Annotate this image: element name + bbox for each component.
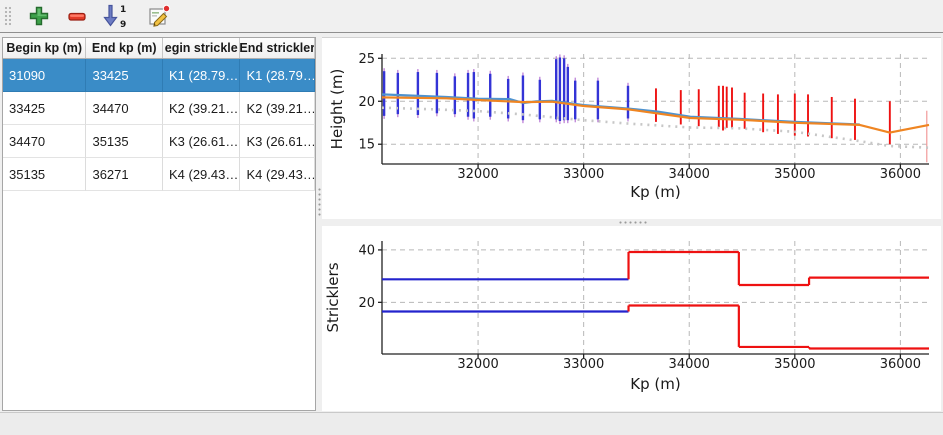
column-header[interactable]: End kp (m) — [86, 38, 163, 58]
remove-button[interactable] — [63, 2, 91, 30]
svg-text:35000: 35000 — [774, 167, 815, 182]
svg-text:36000: 36000 — [880, 167, 921, 182]
table-cell: K4 (29.43… — [162, 158, 241, 191]
svg-text:9: 9 — [120, 20, 126, 29]
water-line-orange — [381, 96, 930, 134]
table-row[interactable]: 35135 36271 K4 (29.43… K4 (29.43… — [3, 158, 315, 191]
table-cell: 34470 — [3, 125, 87, 158]
table-cell: 35135 — [3, 158, 87, 191]
svg-text:34000: 34000 — [669, 167, 710, 182]
svg-text:Stricklers: Stricklers — [324, 262, 342, 332]
table-cell: 31090 — [3, 59, 87, 92]
stricklers-chart: 32000 33000 34000 35000 36000 20 40 Kp (m) Stric… — [324, 241, 929, 393]
svg-text:1: 1 — [120, 5, 126, 15]
sort-button[interactable]: 1 9 — [101, 2, 135, 30]
table-cell: 36271 — [86, 158, 163, 191]
table-body: 31090 33425 K1 (28.79… K1 (28.79… 33425 34470… — [3, 59, 315, 191]
zones-table-panel: Begin kp (m) End kp (m) egin strickle End s… — [2, 37, 316, 411]
edit-button[interactable] — [145, 2, 173, 30]
table-header-row: Begin kp (m) End kp (m) egin strickle End s… — [3, 38, 315, 59]
table-cell: K1 (28.79… — [162, 59, 241, 92]
svg-text:35000: 35000 — [774, 357, 815, 372]
svg-text:15: 15 — [358, 138, 375, 153]
table-cell: K3 (26.61… — [240, 125, 315, 158]
svg-text:Kp (m): Kp (m) — [630, 183, 680, 201]
splitter-handle-icon — [317, 187, 322, 217]
table-cell: 33425 — [3, 92, 87, 125]
sort-1-9-icon: 1 9 — [103, 4, 126, 29]
minus-icon — [68, 12, 86, 21]
svg-text:34000: 34000 — [669, 357, 710, 372]
plus-icon — [29, 6, 49, 26]
svg-text:20: 20 — [358, 95, 375, 110]
table-cell: 33425 — [86, 59, 163, 92]
table-cell: K2 (39.21… — [162, 92, 241, 125]
height-chart: 32000 33000 34000 35000 36000 15 20 25 Kp (m) Hei… — [328, 52, 930, 201]
table-cell: K2 (39.21… — [240, 92, 315, 125]
table-row[interactable]: 34470 35135 K3 (26.61… K3 (26.61… — [3, 125, 315, 158]
status-bar — [0, 412, 943, 435]
toolbar-drag-handle[interactable] — [3, 5, 11, 27]
svg-text:32000: 32000 — [457, 167, 498, 182]
svg-text:Height (m): Height (m) — [328, 69, 346, 150]
charts-canvas: 32000 33000 34000 35000 36000 15 20 25 Kp (m) Hei… — [324, 52, 930, 393]
toolbar: 1 9 — [0, 0, 943, 33]
table-cell: K4 (29.43… — [240, 158, 315, 191]
chart-splitter[interactable] — [322, 219, 941, 226]
column-header[interactable]: End strickler — [240, 38, 315, 58]
table-row[interactable]: 31090 33425 K1 (28.79… K1 (28.79… — [3, 59, 315, 92]
table-cell: K3 (26.61… — [162, 125, 241, 158]
column-header[interactable]: egin strickle — [163, 38, 241, 58]
table-row[interactable]: 33425 34470 K2 (39.21… K2 (39.21… — [3, 92, 315, 125]
splitter-handle-icon — [618, 220, 648, 225]
svg-text:40: 40 — [358, 243, 375, 258]
svg-text:25: 25 — [358, 52, 375, 67]
svg-text:33000: 33000 — [563, 167, 604, 182]
svg-text:Kp (m): Kp (m) — [630, 375, 680, 393]
table-cell: 35135 — [86, 125, 163, 158]
edit-pencil-icon — [149, 4, 171, 27]
table-cell: K1 (28.79… — [240, 59, 315, 92]
svg-text:36000: 36000 — [880, 357, 921, 372]
add-button[interactable] — [25, 2, 53, 30]
panel-splitter[interactable] — [316, 37, 322, 411]
table-cell: 34470 — [86, 92, 163, 125]
svg-text:32000: 32000 — [457, 357, 498, 372]
svg-text:33000: 33000 — [563, 357, 604, 372]
column-header[interactable]: Begin kp (m) — [3, 38, 87, 58]
charts-panel: 32000 33000 34000 35000 36000 15 20 25 Kp (m) Hei… — [322, 37, 941, 411]
svg-text:20: 20 — [358, 296, 375, 311]
